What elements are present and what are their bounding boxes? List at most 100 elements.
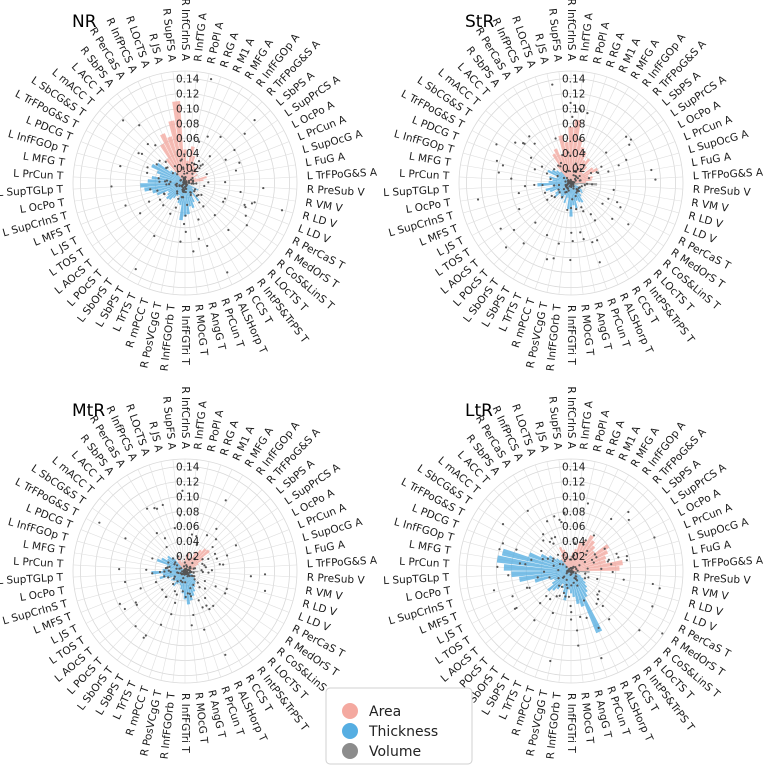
data-point — [180, 567, 183, 570]
data-point — [554, 137, 557, 140]
grid-spoke — [184, 570, 293, 602]
data-point — [124, 537, 127, 540]
data-point — [589, 213, 592, 216]
data-point — [560, 585, 564, 588]
bar-thickness — [552, 571, 571, 591]
data-point — [169, 570, 172, 574]
data-point — [592, 534, 596, 537]
data-point — [651, 582, 654, 586]
data-point — [553, 536, 557, 539]
bar-thickness — [166, 183, 185, 200]
data-point — [244, 205, 247, 209]
legend-swatch-volume — [342, 743, 358, 759]
grid-spoke — [107, 570, 186, 653]
data-point — [580, 185, 583, 188]
data-point — [553, 195, 556, 199]
data-point — [179, 178, 183, 182]
grid-spoke — [184, 130, 285, 184]
bar-thickness — [571, 571, 588, 588]
bar-area — [185, 175, 207, 183]
data-point — [151, 557, 154, 560]
bar-thickness — [547, 571, 571, 592]
data-point — [207, 557, 210, 560]
data-point — [611, 217, 614, 220]
panel-title: LtR — [465, 401, 493, 421]
data-point — [625, 559, 628, 562]
data-point — [171, 172, 175, 175]
bar-thickness — [571, 183, 575, 206]
data-point — [559, 161, 563, 165]
grid-spoke — [137, 570, 186, 673]
data-point — [654, 178, 657, 181]
data-point — [586, 502, 590, 505]
data-point — [193, 190, 196, 193]
data-point — [245, 224, 248, 227]
data-point — [193, 162, 196, 165]
data-point — [187, 181, 191, 184]
category-label: L PrCun T — [13, 556, 64, 571]
data-point — [244, 214, 247, 217]
data-point — [612, 188, 615, 191]
data-point — [524, 563, 527, 566]
data-point — [134, 268, 137, 271]
grid-spoke — [184, 119, 278, 184]
data-point — [166, 566, 169, 569]
radial-tick-label: 0.06 — [562, 133, 586, 145]
data-point — [122, 119, 125, 122]
data-point — [138, 124, 141, 127]
data-point — [163, 180, 167, 183]
grid-spoke — [99, 570, 186, 644]
grid-spoke — [502, 481, 572, 572]
data-point — [197, 140, 201, 143]
data-point — [174, 206, 177, 209]
bar-area — [558, 546, 571, 571]
data-point — [533, 168, 536, 171]
data-point — [119, 165, 122, 168]
data-point — [501, 523, 505, 526]
data-point — [533, 183, 536, 187]
data-point — [146, 171, 149, 174]
data-point — [522, 242, 525, 245]
bar-area — [185, 549, 202, 571]
data-point — [625, 158, 628, 161]
data-point — [582, 599, 586, 602]
data-point — [212, 604, 215, 608]
data-point — [549, 659, 552, 663]
bar-area — [168, 120, 185, 183]
bar-area — [571, 540, 596, 571]
category-label: R InfTG A — [192, 399, 209, 450]
data-point — [563, 511, 566, 514]
bar-thickness — [560, 559, 571, 571]
data-point — [191, 169, 194, 172]
grid-spoke — [493, 182, 572, 265]
data-point — [186, 575, 189, 578]
data-point — [530, 558, 533, 561]
grid-spoke — [523, 182, 572, 285]
data-point — [565, 170, 568, 174]
data-point — [574, 572, 577, 575]
grid-spoke — [127, 474, 186, 572]
bar-area — [571, 550, 595, 571]
data-point — [625, 555, 629, 558]
bar-area — [571, 147, 585, 183]
data-point — [203, 184, 206, 188]
bar-thickness — [511, 571, 571, 578]
category-label: R InfCrInS A — [565, 0, 577, 62]
data-point — [552, 557, 555, 560]
data-point — [207, 571, 210, 574]
data-point — [253, 201, 256, 204]
data-point — [147, 200, 151, 203]
grid-spoke — [466, 141, 572, 184]
bar-thickness — [562, 571, 571, 585]
data-point — [576, 177, 580, 180]
data-point — [172, 557, 175, 560]
bar-area — [185, 170, 197, 183]
data-point — [557, 242, 560, 245]
data-point — [617, 164, 620, 167]
data-point — [206, 135, 209, 138]
category-label: R InfFGTri T — [179, 693, 191, 753]
radial-tick-label: 0.02 — [176, 551, 199, 563]
data-point — [564, 180, 567, 183]
data-point — [134, 601, 137, 604]
data-point — [529, 156, 533, 159]
